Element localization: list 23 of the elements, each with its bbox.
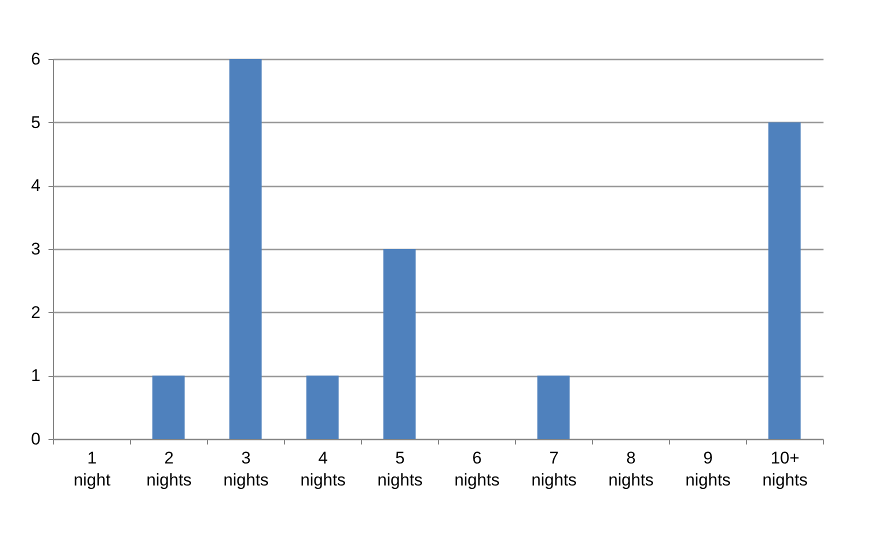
x-tick-label: 6 nights <box>454 448 500 490</box>
y-tick-label: 5 <box>31 112 40 132</box>
bar <box>768 122 801 439</box>
x-tick-label: 2 nights <box>146 448 192 490</box>
y-tick-label: 0 <box>31 430 40 448</box>
y-tick-label: 6 <box>31 50 40 68</box>
x-tick-label: 5 nights <box>377 448 423 490</box>
x-tick-label: 9 nights <box>685 448 731 490</box>
x-tick-label: 10+ nights <box>762 448 808 490</box>
x-tick-label: 7 nights <box>531 448 577 490</box>
x-tick-label: 4 nights <box>300 448 346 490</box>
bar <box>152 376 185 439</box>
bar <box>383 249 416 439</box>
x-tick-label: 1 night <box>74 448 111 490</box>
bar <box>306 376 339 439</box>
x-tick-label: 3 nights <box>223 448 269 490</box>
bar <box>537 376 570 439</box>
y-tick-label: 2 <box>31 302 40 322</box>
y-tick-label: 4 <box>31 176 40 196</box>
y-tick-label: 3 <box>31 240 40 258</box>
bar <box>229 59 262 439</box>
y-tick-label: 1 <box>31 366 40 386</box>
x-tick-label: 8 nights <box>608 448 654 490</box>
